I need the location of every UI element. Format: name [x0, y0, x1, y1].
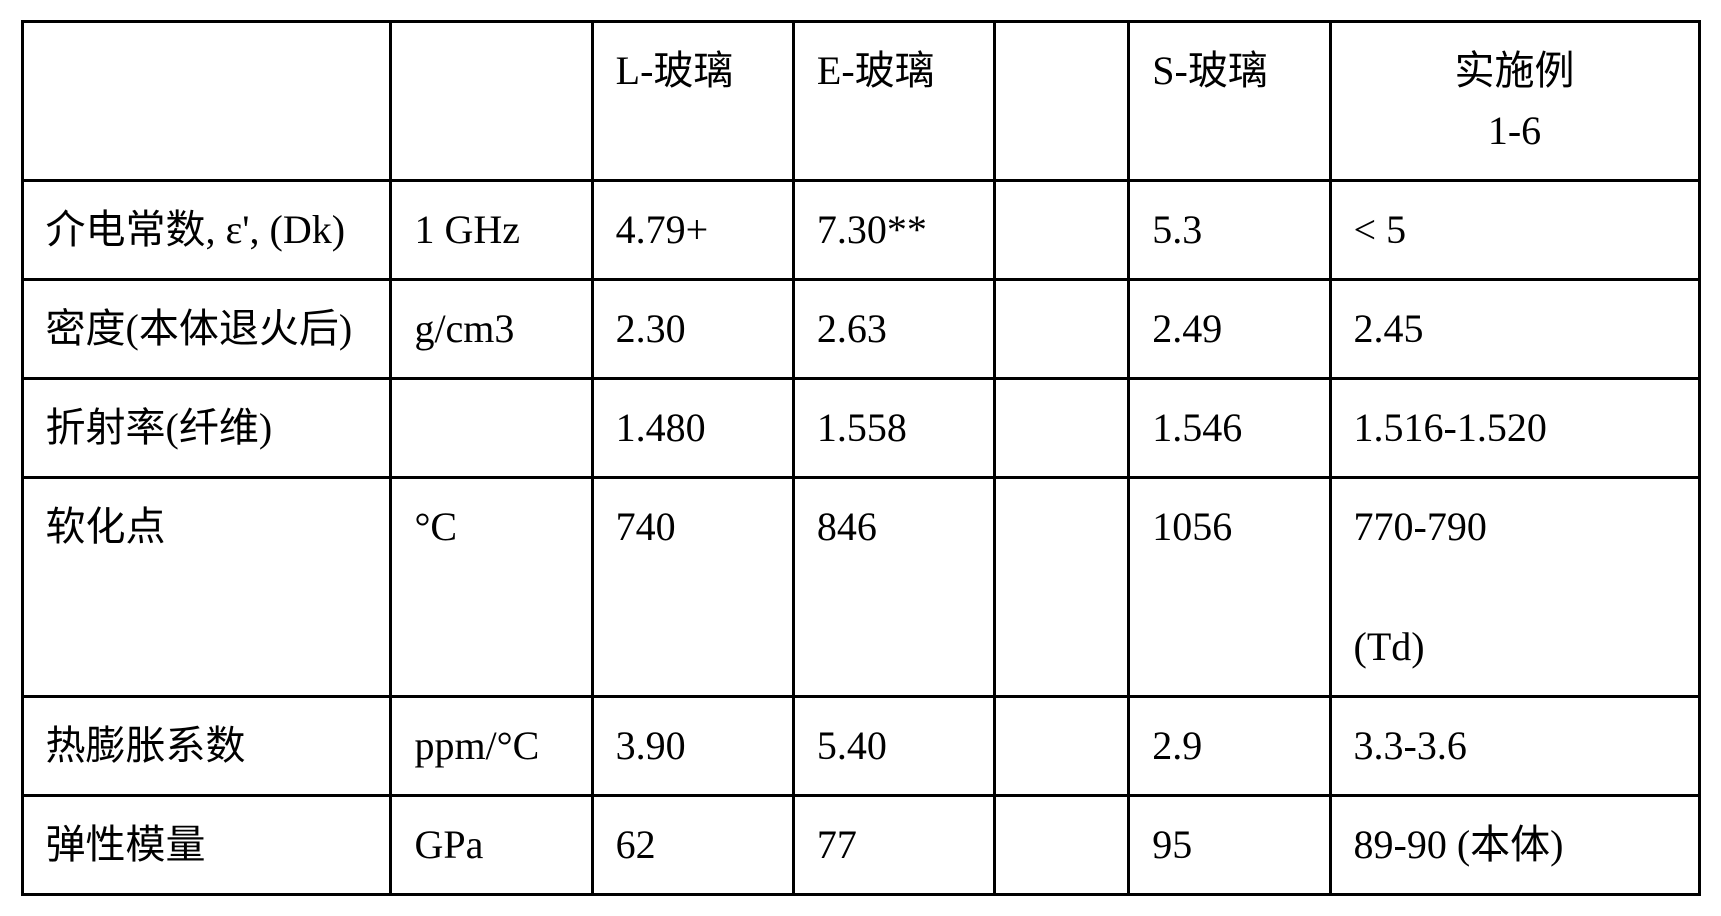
cell-l-glass: 740: [592, 478, 793, 697]
table-row: 弹性模量 GPa 62 77 95 89-90 (本体): [22, 796, 1699, 895]
cell-example-line2: (Td): [1354, 624, 1425, 669]
cell-l-glass: 2.30: [592, 280, 793, 379]
table-row: 介电常数, ε', (Dk) 1 GHz 4.79+ 7.30** 5.3 < …: [22, 181, 1699, 280]
cell-s-glass: 2.49: [1129, 280, 1330, 379]
cell-property: 软化点: [22, 478, 391, 697]
cell-unit: GPa: [391, 796, 592, 895]
table-row: 折射率(纤维) 1.480 1.558 1.546 1.516-1.520: [22, 379, 1699, 478]
cell-l-glass: 62: [592, 796, 793, 895]
table-row: 热膨胀系数 ppm/°C 3.90 5.40 2.9 3.3-3.6: [22, 697, 1699, 796]
header-e-glass: E-玻璃: [793, 22, 994, 181]
table-header-row: L-玻璃 E-玻璃 S-玻璃 实施例 1-6: [22, 22, 1699, 181]
header-property: [22, 22, 391, 181]
cell-blank: [995, 478, 1129, 697]
cell-example: < 5: [1330, 181, 1699, 280]
cell-blank: [995, 796, 1129, 895]
header-unit: [391, 22, 592, 181]
cell-example: 2.45: [1330, 280, 1699, 379]
cell-example: 770-790 (Td): [1330, 478, 1699, 697]
cell-example-line1: 770-790: [1354, 504, 1487, 549]
header-example-line2: 1-6: [1488, 108, 1541, 153]
cell-e-glass: 7.30**: [793, 181, 994, 280]
cell-e-glass: 77: [793, 796, 994, 895]
cell-unit: g/cm3: [391, 280, 592, 379]
cell-e-glass: 1.558: [793, 379, 994, 478]
cell-property: 热膨胀系数: [22, 697, 391, 796]
cell-blank: [995, 379, 1129, 478]
table-row: 软化点 °C 740 846 1056 770-790 (Td): [22, 478, 1699, 697]
cell-e-glass: 2.63: [793, 280, 994, 379]
cell-property: 密度(本体退火后): [22, 280, 391, 379]
cell-l-glass: 1.480: [592, 379, 793, 478]
cell-l-glass: 4.79+: [592, 181, 793, 280]
cell-l-glass: 3.90: [592, 697, 793, 796]
cell-property: 折射率(纤维): [22, 379, 391, 478]
cell-example: 89-90 (本体): [1330, 796, 1699, 895]
header-blank: [995, 22, 1129, 181]
cell-s-glass: 5.3: [1129, 181, 1330, 280]
cell-blank: [995, 697, 1129, 796]
header-s-glass: S-玻璃: [1129, 22, 1330, 181]
cell-s-glass: 2.9: [1129, 697, 1330, 796]
cell-s-glass: 1056: [1129, 478, 1330, 697]
table-row: 密度(本体退火后) g/cm3 2.30 2.63 2.49 2.45: [22, 280, 1699, 379]
cell-s-glass: 95: [1129, 796, 1330, 895]
cell-e-glass: 846: [793, 478, 994, 697]
cell-unit: ppm/°C: [391, 697, 592, 796]
cell-unit: 1 GHz: [391, 181, 592, 280]
cell-property: 介电常数, ε', (Dk): [22, 181, 391, 280]
cell-blank: [995, 181, 1129, 280]
cell-s-glass: 1.546: [1129, 379, 1330, 478]
cell-e-glass: 5.40: [793, 697, 994, 796]
header-example: 实施例 1-6: [1330, 22, 1699, 181]
glass-properties-table: L-玻璃 E-玻璃 S-玻璃 实施例 1-6 介电常数, ε', (Dk) 1 …: [21, 20, 1701, 896]
header-example-line1: 实施例: [1455, 48, 1575, 93]
cell-unit: °C: [391, 478, 592, 697]
cell-example: 3.3-3.6: [1330, 697, 1699, 796]
cell-property: 弹性模量: [22, 796, 391, 895]
cell-blank: [995, 280, 1129, 379]
header-l-glass: L-玻璃: [592, 22, 793, 181]
cell-unit: [391, 379, 592, 478]
cell-example: 1.516-1.520: [1330, 379, 1699, 478]
